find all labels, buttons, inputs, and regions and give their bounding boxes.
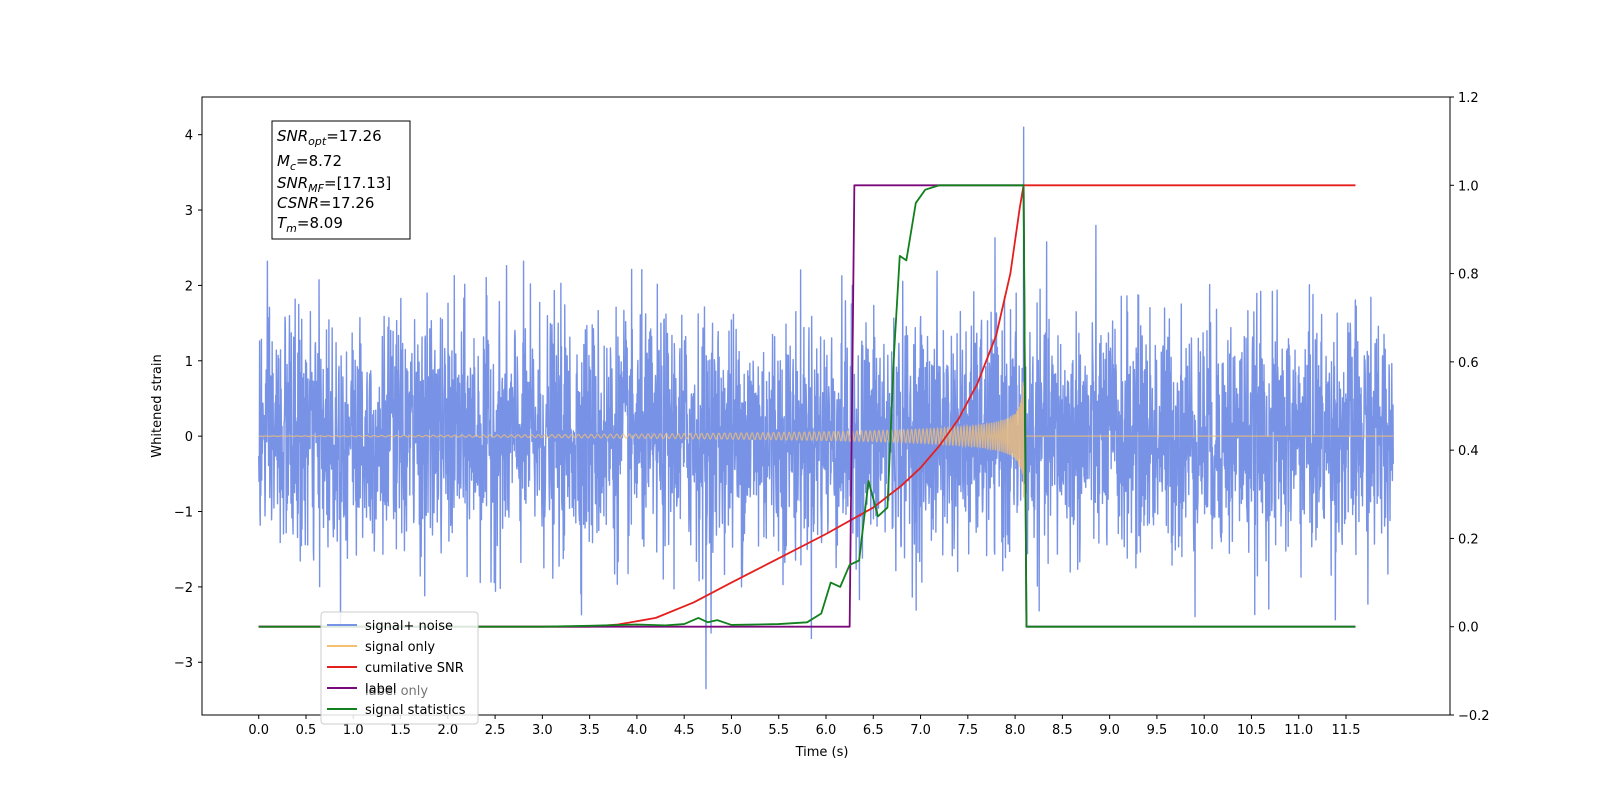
x-tick-label: 10.0 — [1190, 723, 1219, 738]
annotation-box: SNRopt=17.26 Mc=8.72 SNRMF=[17.13] CSNR=… — [271, 120, 411, 240]
legend: label only signal+ noise signal only cumil… — [320, 611, 479, 725]
y-right-tick-label: 0.0 — [1458, 621, 1479, 636]
legend-item: cumilative SNR — [327, 661, 464, 676]
x-tick-label: 9.0 — [1099, 723, 1120, 738]
x-tick-label: 6.5 — [863, 723, 884, 738]
x-tick-label: 10.5 — [1237, 723, 1266, 738]
y-left-tick-label: −1 — [174, 506, 193, 521]
x-tick-label: 8.5 — [1052, 723, 1073, 738]
x-tick-label: 1.5 — [390, 723, 411, 738]
y-left-tick-label: 0 — [185, 430, 193, 445]
y-left-tick-label: 1 — [185, 355, 193, 370]
legend-label: label — [365, 682, 396, 697]
annotation-csnr-value: 17.26 — [332, 194, 375, 212]
x-tick-label: 0.5 — [296, 723, 317, 738]
y-axis-label: Whitened strain — [150, 354, 165, 457]
annotation-snr-mf: SNRMF=[17.13] — [277, 174, 391, 195]
y-right-tick-label: 1.0 — [1458, 179, 1479, 194]
x-tick-label: 11.5 — [1332, 723, 1361, 738]
annotation-snr-opt-value: 17.26 — [339, 127, 382, 145]
y-right-tick-label: 0.4 — [1458, 444, 1479, 459]
series-signal-noise — [258, 126, 1394, 690]
legend-frame — [320, 611, 479, 725]
y-right-tick-label: 0.2 — [1458, 532, 1479, 547]
y-left-tick-label: −2 — [174, 581, 193, 596]
x-tick-label: 3.0 — [532, 723, 553, 738]
x-tick-label: 8.0 — [1005, 723, 1026, 738]
annotation-snr-mf-value: [17.13] — [337, 174, 392, 192]
x-tick-label: 9.5 — [1147, 723, 1168, 738]
series-cumilative-snr — [258, 184, 1356, 628]
x-tick-label: 2.0 — [437, 723, 458, 738]
series-layer — [258, 126, 1394, 690]
legend-label: signal+ noise — [365, 619, 453, 634]
series-signal-only — [258, 381, 1394, 498]
x-tick-label: 11.0 — [1284, 723, 1313, 738]
annotation-frame — [271, 120, 411, 240]
left-y-axis: −3 −2 −1 0 1 2 3 4 — [174, 129, 202, 671]
annotation-tm: Tm=8.09 — [277, 214, 343, 235]
y-right-tick-label: 0.6 — [1458, 356, 1479, 371]
y-right-tick-label: −0.2 — [1458, 709, 1490, 724]
legend-label: signal only — [365, 640, 435, 655]
annotation-mc-value: 8.72 — [309, 152, 342, 170]
right-y-axis: −0.2 0.0 0.2 0.4 0.6 0.8 1.0 1.2 — [1450, 91, 1490, 724]
x-tick-label: 0.0 — [248, 723, 269, 738]
x-axis: 0.0 0.5 1.0 1.5 2.0 2.5 3.0 3.5 4.0 4.5 5.0 5.5 6.0 6… — [248, 715, 1360, 738]
legend-item: signal statistics — [327, 703, 466, 718]
x-tick-label: 3.5 — [579, 723, 600, 738]
annotation-mc: Mc=8.72 — [277, 152, 342, 173]
y-right-tick-label: 1.2 — [1458, 91, 1479, 106]
y-left-tick-label: 3 — [185, 204, 193, 219]
annotation-snr-opt: SNRopt=17.26 — [277, 127, 382, 148]
legend-item: label — [327, 682, 396, 697]
legend-item: signal+ noise — [327, 619, 453, 634]
annotation-csnr: CSNR=17.26 — [277, 194, 374, 212]
x-tick-label: 7.0 — [910, 723, 931, 738]
legend-item: signal only — [327, 640, 435, 655]
y-left-tick-label: 4 — [185, 129, 193, 144]
x-tick-label: 7.5 — [957, 723, 978, 738]
series-signal-statistics — [258, 184, 1356, 628]
x-axis-label: Time (s) — [795, 745, 849, 760]
y-left-tick-label: −3 — [174, 656, 193, 671]
x-tick-label: 4.5 — [674, 723, 695, 738]
x-tick-label: 5.5 — [768, 723, 789, 738]
x-tick-label: 6.0 — [816, 723, 837, 738]
x-tick-label: 5.0 — [721, 723, 742, 738]
x-tick-label: 2.5 — [485, 723, 506, 738]
legend-label: signal statistics — [365, 703, 466, 718]
legend-occluded-text: label only — [365, 684, 428, 699]
x-tick-label: 1.0 — [343, 723, 364, 738]
legend-label: cumilative SNR — [365, 661, 464, 676]
y-left-tick-label: 2 — [185, 279, 193, 294]
x-tick-label: 4.0 — [627, 723, 648, 738]
annotation-tm-value: 8.09 — [309, 214, 342, 232]
y-right-tick-label: 0.8 — [1458, 268, 1479, 283]
